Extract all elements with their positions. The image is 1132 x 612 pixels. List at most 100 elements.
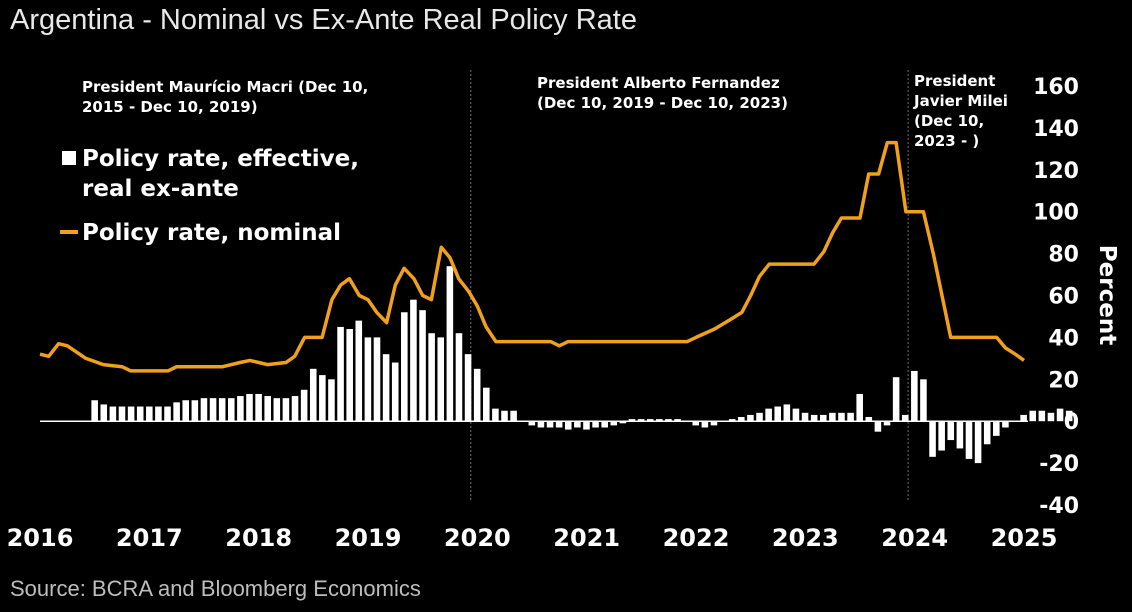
legend-swatch-real xyxy=(62,151,76,165)
x-axis-ticks: 2016 2017 2018 2019 2020 2021 2022 2023 2024 2025 xyxy=(7,524,1058,552)
real-rate-bar xyxy=(109,406,117,422)
real-rate-bar xyxy=(555,421,563,428)
real-rate-bar xyxy=(264,396,271,422)
real-rate-bar xyxy=(428,333,435,422)
real-rate-bar xyxy=(728,419,736,422)
real-rate-bar xyxy=(328,379,335,422)
real-rate-bar xyxy=(337,326,344,422)
real-rate-bar xyxy=(382,354,390,422)
real-rate-bar xyxy=(401,312,408,422)
real-rate-bar xyxy=(911,370,918,422)
real-rate-bar xyxy=(665,419,672,422)
y-tick-label: 20 xyxy=(1048,368,1079,393)
real-rate-bar xyxy=(282,398,290,422)
real-rate-bar xyxy=(437,337,445,422)
real-rate-bar xyxy=(901,414,909,422)
annotation-fernandez-line-2: (Dec 10, 2019 - Dec 10, 2023) xyxy=(537,94,788,112)
real-rate-bar xyxy=(464,354,472,422)
nominal-rate-line xyxy=(39,140,1026,373)
real-rate-bar xyxy=(592,421,599,428)
real-rate-bar xyxy=(1038,410,1046,422)
real-rate-bar xyxy=(1047,412,1055,422)
x-tick-label: 2017 xyxy=(116,524,183,552)
annotation-macri-line-2: 2015 - Dec 10, 2019) xyxy=(82,98,258,116)
annotation-milei-line-2: Javier Milei xyxy=(913,92,1008,110)
real-rate-bar xyxy=(246,393,253,422)
real-rate-bar xyxy=(300,389,308,422)
real-rate-bar xyxy=(319,375,326,422)
real-rate-bar xyxy=(91,400,98,422)
legend: Policy rate, effective, real ex-ante Pol… xyxy=(60,146,367,246)
real-rate-bar xyxy=(228,398,235,422)
x-tick-label: 2024 xyxy=(881,524,948,552)
real-rate-bar xyxy=(701,421,709,428)
real-rate-bar xyxy=(710,421,718,426)
real-rate-bar xyxy=(783,404,791,422)
real-rate-bar xyxy=(774,406,782,422)
real-rate-bar xyxy=(838,412,845,422)
real-rate-bar xyxy=(819,414,827,422)
real-rate-bar xyxy=(792,408,800,422)
real-rate-bar xyxy=(674,419,681,422)
real-rate-bar xyxy=(546,421,554,428)
real-rate-bar xyxy=(619,421,627,424)
real-rate-bar xyxy=(182,400,190,422)
real-rate-bar xyxy=(209,398,217,422)
real-rate-bar xyxy=(501,410,508,422)
real-rate-bar xyxy=(1065,410,1073,422)
annotation-milei: President Javier Milei (Dec 10, 2023 - ) xyxy=(913,72,1013,150)
real-rate-bar xyxy=(1002,421,1009,428)
legend-label-real-line-2: real ex-ante xyxy=(82,176,239,202)
y-tick-label: 120 xyxy=(1033,159,1079,184)
y-tick-label: 80 xyxy=(1048,243,1079,268)
real-rate-bar xyxy=(218,398,226,422)
annotation-macri: President Maurício Macri (Dec 10, 2015 -… xyxy=(82,78,374,116)
real-rate-bar xyxy=(364,337,372,422)
source-note: Source: BCRA and Bloomberg Economics xyxy=(10,576,421,601)
real-rate-bar xyxy=(127,406,135,422)
real-rate-bar xyxy=(829,412,836,422)
annotation-fernandez-line-1: President Alberto Fernandez xyxy=(537,74,780,92)
x-tick-label: 2023 xyxy=(772,524,839,552)
real-rate-bar xyxy=(692,421,700,426)
legend-label-real: Policy rate, effective, real ex-ante xyxy=(82,146,367,202)
real-rate-bar xyxy=(646,419,654,422)
real-rate-bar xyxy=(355,320,363,422)
y-axis-ticks: -40 -20 0 20 40 60 80 100 120 140 160 xyxy=(1033,75,1079,519)
real-rate-bar xyxy=(155,406,162,422)
real-rate-bar xyxy=(601,421,608,428)
real-rate-bar xyxy=(146,406,153,422)
presidential-term-dividers xyxy=(470,70,909,500)
real-rate-bar xyxy=(847,412,854,422)
y-tick-label: 40 xyxy=(1048,326,1079,351)
real-rate-bar xyxy=(801,412,809,422)
real-rate-bar xyxy=(610,421,618,426)
real-rate-bar xyxy=(100,404,108,422)
real-rate-bar xyxy=(309,368,317,422)
real-rate-bar xyxy=(273,398,281,422)
y-tick-label: 100 xyxy=(1033,201,1079,226)
real-rate-bar xyxy=(346,329,353,422)
legend-label-real-line-1: Policy rate, effective, xyxy=(82,146,359,172)
real-rate-bar xyxy=(1020,414,1027,422)
real-rate-bar xyxy=(856,393,863,422)
y-tick-label: 140 xyxy=(1033,117,1079,142)
annotation-milei-line-1: President xyxy=(914,72,995,90)
legend-label-nominal-line-1: Policy rate, nominal xyxy=(82,220,341,246)
real-rate-bar xyxy=(956,421,964,449)
real-rate-bar xyxy=(574,421,581,428)
real-rate-bar xyxy=(637,419,645,422)
real-rate-bar xyxy=(446,266,454,422)
x-tick-label: 2021 xyxy=(553,524,620,552)
y-axis-label: Percent xyxy=(1094,245,1120,345)
real-rate-bar xyxy=(291,396,299,422)
real-rate-bar xyxy=(483,387,490,422)
real-rate-bar xyxy=(656,419,663,422)
real-rate-bar xyxy=(993,421,1000,436)
real-rate-bar xyxy=(628,419,636,422)
real-rate-bar xyxy=(510,410,517,422)
real-rate-bar xyxy=(983,421,991,445)
real-rate-bar xyxy=(237,396,244,422)
real-rate-bar xyxy=(118,406,126,422)
